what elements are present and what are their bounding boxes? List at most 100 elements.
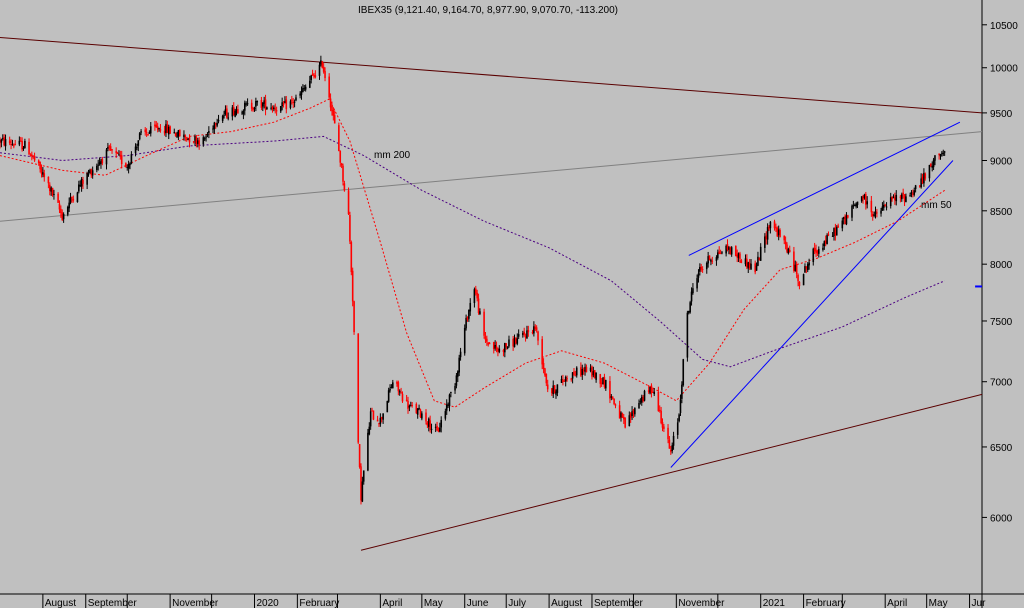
candle-body: [574, 375, 577, 377]
candle-body: [119, 154, 122, 156]
candle-body: [322, 66, 325, 72]
candle-body: [371, 410, 373, 412]
candle-body: [440, 420, 443, 428]
candle-body: [242, 110, 245, 114]
candle-body: [184, 135, 187, 138]
candle-body: [439, 427, 441, 432]
candle-body: [932, 159, 935, 168]
candle-body: [407, 400, 409, 409]
candle-body: [291, 99, 293, 101]
candle-body: [91, 170, 94, 176]
candle-body: [419, 409, 422, 418]
candle-body: [923, 172, 925, 184]
candle-body: [386, 401, 389, 413]
candle-body: [425, 412, 427, 422]
candle-body: [173, 132, 176, 134]
candle-body: [437, 430, 440, 432]
candle-body: [892, 196, 895, 198]
candle-body: [289, 101, 292, 108]
candle-body: [902, 192, 904, 195]
candle-body: [174, 132, 177, 136]
candle-body: [552, 385, 555, 395]
candle-body: [719, 253, 722, 255]
candle-body: [66, 206, 69, 215]
candle-body: [842, 217, 845, 220]
candle-body: [116, 152, 119, 154]
mm50-label: mm 50: [921, 200, 952, 211]
candle-body: [533, 326, 535, 334]
chart-title: IBEX35 (9,121.40, 9,164.70, 8,977.90, 9,…: [358, 5, 618, 16]
candle-body: [409, 405, 412, 407]
candle-body: [506, 346, 509, 349]
candle-body: [350, 242, 353, 273]
trendline-long-term-resistance: [0, 36, 983, 114]
candle-body: [494, 344, 496, 349]
candle-body: [555, 391, 557, 395]
candle-body: [198, 140, 200, 146]
x-tick-label: February: [806, 598, 846, 608]
candle-body: [618, 405, 621, 419]
candle-body: [687, 310, 690, 313]
candle-body: [918, 185, 921, 187]
candle-body: [321, 61, 324, 68]
candle-body: [32, 155, 34, 157]
candle-body: [11, 144, 14, 146]
candle-body: [542, 362, 545, 369]
candle-body: [310, 75, 312, 81]
candle-body: [347, 190, 350, 215]
candle-body: [844, 216, 846, 225]
candle-body: [343, 183, 346, 191]
candle-body: [426, 422, 429, 426]
candle-body: [389, 388, 391, 391]
candle-body: [512, 338, 514, 347]
candle-body: [905, 196, 907, 203]
candle-body: [408, 405, 411, 408]
candle-body: [833, 228, 835, 237]
candle-body: [631, 411, 633, 417]
candle-body: [865, 193, 867, 205]
candle-body: [725, 245, 727, 254]
candle-body: [223, 114, 225, 116]
candle-body: [100, 160, 102, 164]
candle-body: [794, 264, 797, 272]
candle-body: [726, 244, 729, 250]
candle-body: [275, 110, 278, 112]
candle-body: [333, 115, 336, 124]
candle-body: [484, 336, 487, 340]
candle-body: [235, 109, 238, 112]
candle-body: [463, 327, 466, 354]
candle-body: [591, 366, 593, 377]
candle-body: [415, 403, 418, 414]
candle-body: [263, 100, 265, 104]
y-tick-label: 10000: [990, 64, 1018, 75]
candle-body: [798, 281, 801, 287]
candle-body: [876, 212, 878, 214]
candle-body: [213, 122, 216, 130]
candle-body: [331, 106, 333, 112]
candle-body: [920, 178, 922, 188]
candle-body: [492, 341, 495, 349]
candle-body: [692, 288, 694, 294]
candle-body: [700, 266, 703, 270]
candle-body: [14, 143, 17, 145]
candle-body: [13, 145, 15, 147]
candle-body: [156, 126, 159, 130]
candle-body: [866, 201, 869, 205]
candle-body: [553, 385, 556, 394]
candle-body: [628, 415, 631, 427]
candle-body: [804, 266, 806, 273]
candle-body: [42, 172, 44, 175]
candle-body: [483, 311, 485, 336]
candle-body: [188, 137, 191, 143]
candle-body: [474, 288, 477, 294]
candle-body: [871, 214, 874, 217]
candle-body: [924, 173, 927, 179]
candle-body: [379, 417, 382, 425]
candle-body: [505, 343, 508, 348]
candle-body: [504, 342, 506, 353]
candle-body: [852, 205, 855, 207]
candle-body: [766, 227, 769, 240]
candle-body: [736, 254, 738, 258]
candle-body: [60, 208, 62, 214]
